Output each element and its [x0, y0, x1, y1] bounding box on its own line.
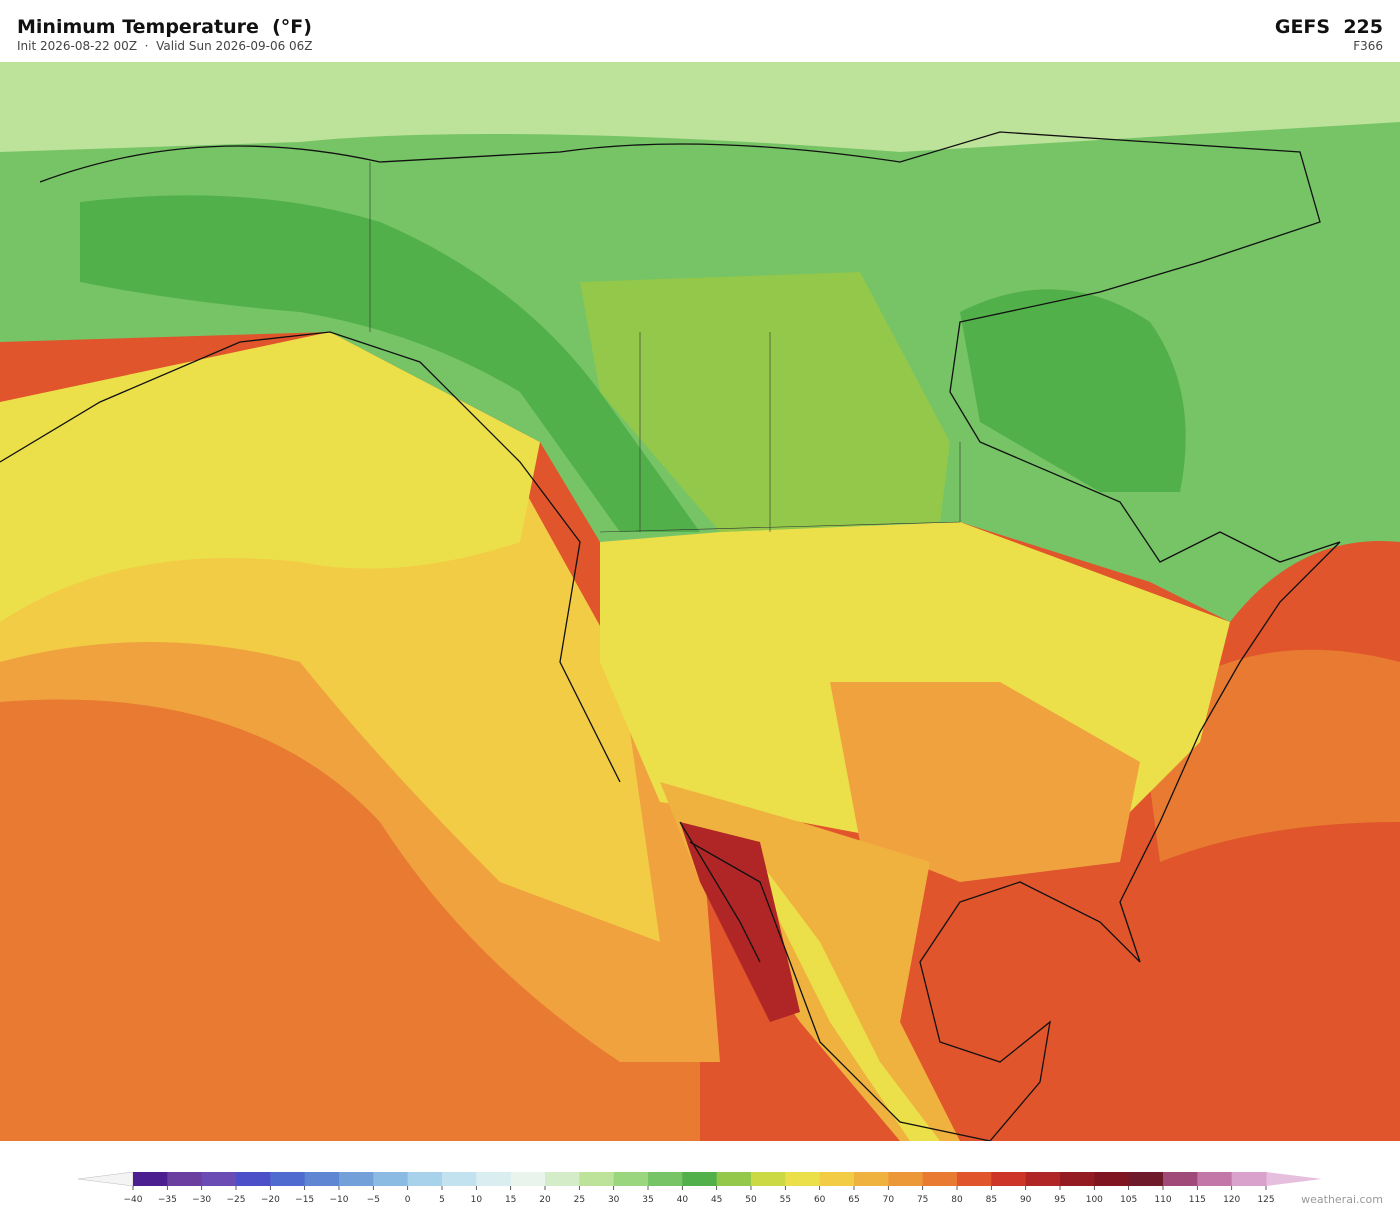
colorbar-tick-label: 25 [574, 1195, 585, 1205]
temp-band [830, 682, 1140, 882]
colorbar-tick-label: 75 [917, 1195, 928, 1205]
colorbar-tick-label: 35 [642, 1195, 653, 1205]
title: Minimum Temperature (°F) [17, 16, 312, 38]
colorbar-segment [1128, 1172, 1164, 1186]
colorbar-segment [304, 1172, 340, 1186]
colorbar-segment [476, 1172, 512, 1186]
colorbar-tick-label: 90 [1020, 1195, 1032, 1205]
colorbar-segment [888, 1172, 924, 1186]
colorbar-segment [854, 1172, 889, 1186]
colorbar-tick-label: −15 [295, 1195, 314, 1205]
colorbar-segment [133, 1172, 168, 1186]
colorbar-tick-label: 40 [677, 1195, 689, 1205]
colorbar-segment [545, 1172, 580, 1186]
colorbar-segment [236, 1172, 271, 1186]
colorbar-tick-label: −40 [124, 1195, 143, 1205]
colorbar-segment [1060, 1172, 1095, 1186]
map [0, 62, 1400, 1141]
colorbar-tick-label: 100 [1086, 1195, 1103, 1205]
colorbar-tick-label: −10 [330, 1195, 349, 1205]
colorbar-segment [1025, 1172, 1061, 1186]
colorbar: −40 −35 −30 −25 −20 −15 −10 −5 0 5 10 15 20 25 30 35 40 4… [77, 1171, 1322, 1205]
colorbar-segment [270, 1172, 306, 1186]
subtitle: Init 2026-08-22 00Z · Valid Sun 2026-09-… [17, 39, 313, 53]
colorbar-tick-label: 120 [1223, 1195, 1240, 1205]
colorbar-tick-label: 60 [814, 1195, 826, 1205]
temp-band [960, 289, 1186, 492]
colorbar-tick-label: 70 [883, 1195, 895, 1205]
colorbar-tick-label: 15 [505, 1195, 516, 1205]
colorbar-segment [991, 1172, 1027, 1186]
colorbar-segment [442, 1172, 477, 1186]
colorbar-tick-label: 55 [780, 1195, 791, 1205]
colorbar-tick-label: −25 [227, 1195, 246, 1205]
colorbar-segment [1163, 1172, 1198, 1186]
coastline [0, 131, 1341, 1141]
colorbar-tick-label: 30 [608, 1195, 620, 1205]
colorbar-segment [648, 1172, 683, 1186]
colorbar-segment [682, 1172, 718, 1186]
colorbar-segment [201, 1172, 237, 1186]
temp-band [0, 332, 540, 622]
colorbar-segment [922, 1172, 958, 1186]
temp-band [0, 62, 1400, 152]
colorbar-tick-label: 50 [745, 1195, 757, 1205]
colorbar-tick-label: 10 [471, 1195, 483, 1205]
colorbar-under [77, 1171, 134, 1187]
colorbar-tick-label: −5 [367, 1195, 380, 1205]
colorbar-segment [957, 1172, 992, 1186]
credit: weatherai.com [1301, 1193, 1383, 1206]
colorbar-segment [716, 1172, 752, 1186]
temp-band [0, 482, 660, 942]
colorbar-tick-label: 105 [1120, 1195, 1137, 1205]
colorbar-segment [510, 1172, 546, 1186]
temp-band [760, 862, 940, 1141]
colorbar-segment [1231, 1172, 1267, 1186]
colorbar-segment [167, 1172, 203, 1186]
colorbar-segment [339, 1172, 374, 1186]
colorbar-segment [613, 1172, 649, 1186]
temp-band [580, 272, 950, 532]
colorbar-segment [1094, 1172, 1130, 1186]
colorbar-tick-label: −35 [158, 1195, 177, 1205]
temp-band [0, 592, 700, 1141]
colorbar-tick-label: 80 [951, 1195, 963, 1205]
colorbar-tick-label: 85 [986, 1195, 997, 1205]
colorbar-tick-label: 110 [1154, 1195, 1171, 1205]
colorbar-tick-label: 5 [439, 1195, 445, 1205]
colorbar-segment [407, 1172, 443, 1186]
forecast-hour: F366 [1353, 39, 1383, 53]
colorbar-tick-label: 20 [539, 1195, 551, 1205]
colorbar-segment [751, 1172, 786, 1186]
colorbar-segment [579, 1172, 615, 1186]
colorbar-segment [1197, 1172, 1233, 1186]
colorbar-tick-label: 115 [1189, 1195, 1206, 1205]
colorbar-segment [819, 1172, 855, 1186]
border [369, 162, 961, 533]
colorbar-tick-label: 95 [1054, 1195, 1065, 1205]
colorbar-tick-label: −20 [261, 1195, 280, 1205]
temp-band [80, 195, 700, 533]
colorbar-over [1266, 1172, 1322, 1186]
colorbar-tick-label: 65 [848, 1195, 859, 1205]
colorbar-segment [373, 1172, 409, 1186]
colorbar-tick-label: 45 [711, 1195, 722, 1205]
colorbar-segment [785, 1172, 821, 1186]
colorbar-tick-label: 0 [405, 1195, 411, 1205]
colorbar-tick-label: 125 [1257, 1195, 1274, 1205]
colorbar-tick-label: −30 [192, 1195, 211, 1205]
model-label: GEFS 225 [1274, 16, 1383, 38]
